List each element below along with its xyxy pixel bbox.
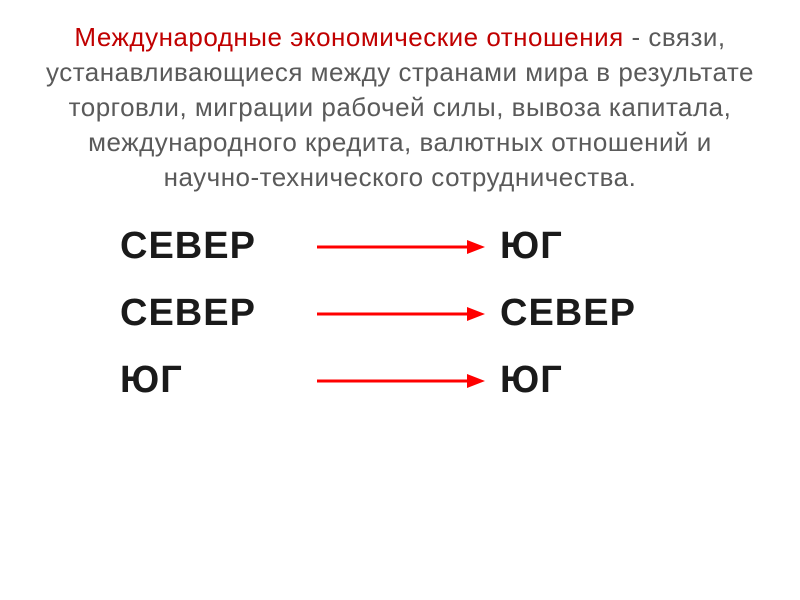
pair-left-word: СЕВЕР	[120, 225, 300, 268]
pair-left-word: СЕВЕР	[120, 292, 300, 335]
pair-left-word: ЮГ	[120, 359, 300, 402]
pair-right-word: СЕВЕР	[500, 292, 680, 335]
arrow-icon	[300, 237, 500, 257]
definition-term: Международные экономические отношения	[74, 22, 623, 52]
pair-row: ЮГ ЮГ	[120, 359, 760, 402]
pair-row: СЕВЕР СЕВЕР	[120, 292, 760, 335]
slide: Международные экономические отношения - …	[0, 0, 800, 600]
pair-right-word: ЮГ	[500, 359, 680, 402]
arrow-icon	[300, 371, 500, 391]
pairs-container: СЕВЕР ЮГ СЕВЕР СЕВЕР ЮГ	[40, 225, 760, 402]
pair-row: СЕВЕР ЮГ	[120, 225, 760, 268]
pair-right-word: ЮГ	[500, 225, 680, 268]
definition-paragraph: Международные экономические отношения - …	[40, 20, 760, 195]
arrow-icon	[300, 304, 500, 324]
